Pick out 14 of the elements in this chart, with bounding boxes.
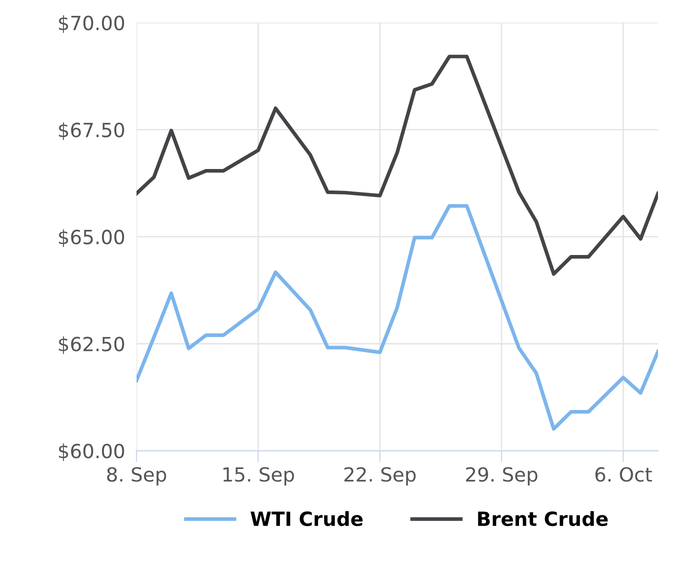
y-tick-label: $70.00 bbox=[58, 15, 124, 33]
x-tick-label: 8. Sep bbox=[107, 467, 166, 486]
y-tick-label: $62.50 bbox=[58, 336, 124, 354]
y-tick-label: $60.00 bbox=[58, 443, 124, 462]
line-series bbox=[136, 54, 658, 276]
x-tick-label: 15. Sep bbox=[223, 467, 294, 486]
x-tick-label: 22. Sep bbox=[344, 467, 416, 486]
x-tick-label: 29. Sep bbox=[466, 467, 538, 486]
legend-label: Brent Crude bbox=[478, 511, 608, 526]
x-tick-label: 6. Oct bbox=[595, 467, 652, 482]
y-tick-label: $67.50 bbox=[58, 122, 124, 140]
y-tick-label: $65.00 bbox=[58, 229, 124, 247]
line-series bbox=[136, 204, 658, 431]
legend-label: WTI Crude bbox=[250, 511, 363, 526]
